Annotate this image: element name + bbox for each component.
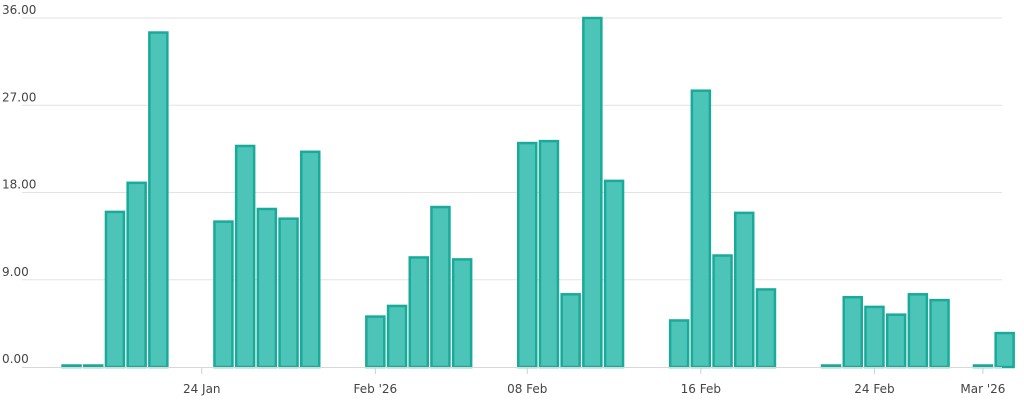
x-tick-label: Mar '26 <box>960 382 1005 396</box>
bar[interactable] <box>386 304 408 369</box>
bar[interactable] <box>451 258 473 369</box>
bar[interactable] <box>603 179 625 369</box>
bar[interactable] <box>994 331 1015 369</box>
bar[interactable] <box>842 295 863 369</box>
bar[interactable] <box>234 144 256 369</box>
bar[interactable] <box>820 364 842 369</box>
bar[interactable] <box>755 288 777 369</box>
x-tick-label: 24 Feb <box>854 382 894 396</box>
bar[interactable] <box>538 139 560 369</box>
bar[interactable] <box>148 31 169 369</box>
bar[interactable] <box>61 364 82 369</box>
bar[interactable] <box>517 141 538 369</box>
x-tick-label: Feb '26 <box>354 382 398 396</box>
bar[interactable] <box>560 293 581 369</box>
bar[interactable] <box>408 256 429 369</box>
bar[interactable] <box>278 217 299 369</box>
y-tick-label: 18.00 <box>2 178 36 192</box>
y-tick-label: 0.00 <box>2 352 29 366</box>
bar[interactable] <box>972 364 994 369</box>
x-tick-label: 08 Feb <box>507 382 547 396</box>
bar[interactable] <box>365 315 386 369</box>
y-axis-tick-labels: 0.00 9.00 18.00 27.00 36.00 <box>2 3 36 366</box>
bar[interactable] <box>734 211 755 369</box>
y-tick-label: 27.00 <box>2 90 36 104</box>
bar[interactable] <box>712 254 733 369</box>
bar[interactable] <box>83 364 104 369</box>
x-axis-ticks: 24 Jan Feb '26 08 Feb 16 Feb 24 Feb Mar '26 <box>183 368 1005 396</box>
bar[interactable] <box>668 319 690 369</box>
bar[interactable] <box>929 298 950 369</box>
bars <box>61 16 1015 369</box>
bar[interactable] <box>582 16 603 369</box>
bar[interactable] <box>213 220 234 369</box>
bar[interactable] <box>864 305 885 369</box>
gridlines <box>22 17 1002 281</box>
x-tick-label: 16 Feb <box>681 382 721 396</box>
bar[interactable] <box>104 210 126 369</box>
bar[interactable] <box>126 181 147 369</box>
bar[interactable] <box>256 207 278 369</box>
x-tick-label: 24 Jan <box>183 382 221 396</box>
bar[interactable] <box>430 205 451 369</box>
bar[interactable] <box>907 293 929 369</box>
bar[interactable] <box>885 313 907 369</box>
y-tick-label: 9.00 <box>2 265 29 279</box>
bar[interactable] <box>690 89 712 369</box>
bar[interactable] <box>300 150 321 369</box>
y-tick-label: 36.00 <box>2 3 36 17</box>
